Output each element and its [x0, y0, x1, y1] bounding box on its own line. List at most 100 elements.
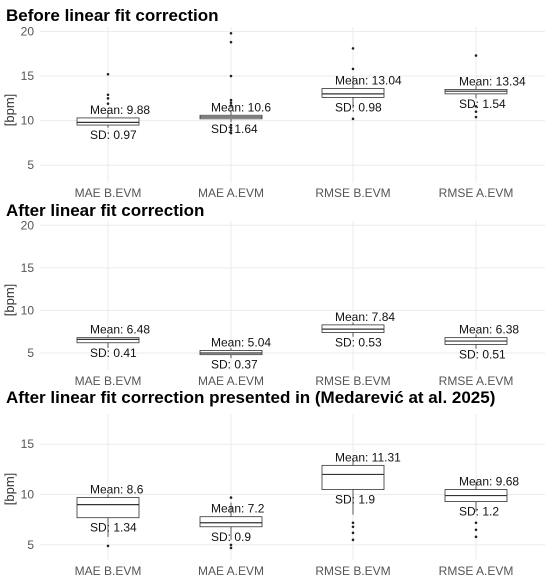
panel-title: After linear fit correction presented in… — [6, 388, 495, 407]
x-tick-label: MAE A.EVM — [198, 186, 264, 200]
panel-medarevic-correction: After linear fit correction presented in… — [2, 388, 545, 578]
outlier-point — [474, 521, 478, 525]
y-tick-label: 15 — [21, 69, 35, 83]
x-tick-label: RMSE B.EVM — [315, 374, 390, 388]
x-tick-label: RMSE A.EVM — [439, 374, 514, 388]
box-2: Mean: 10.6 SD: 1.64 — [199, 31, 271, 136]
x-tick-label: RMSE B.EVM — [315, 186, 390, 200]
y-tick-label: 10 — [21, 114, 35, 128]
sd-label: SD: 1.64 — [211, 122, 258, 136]
outlier-point — [106, 102, 110, 105]
panel-before-correction: Before linear fit correction [bpm] 5 10 15… — [2, 6, 545, 200]
x-tick-label: MAE A.EVM — [198, 564, 264, 578]
box-iqr — [76, 117, 140, 126]
mean-label: Mean: 8.6 — [90, 483, 144, 497]
box-1: Mean: 8.6 SD: 1.34 — [76, 483, 144, 548]
x-tick-label: RMSE B.EVM — [315, 564, 390, 578]
outlier-point — [229, 101, 233, 105]
box-1: Mean: 9.88 SD: 0.97 — [76, 72, 150, 142]
outlier-point — [229, 546, 233, 550]
sd-label: SD: 1.34 — [90, 521, 137, 535]
y-tick-label: 5 — [27, 346, 34, 360]
outlier-point — [474, 54, 478, 57]
outlier-point — [351, 521, 355, 525]
outlier-point — [229, 129, 233, 132]
sd-label: SD: 1.2 — [459, 505, 499, 519]
outlier-point — [229, 104, 233, 107]
outlier-point — [351, 538, 355, 542]
y-tick-label: 15 — [21, 437, 35, 451]
box-iqr — [76, 337, 140, 344]
panel-title: Before linear fit correction — [6, 6, 219, 25]
mean-label: Mean: 7.84 — [335, 310, 395, 324]
outlier-point — [229, 126, 233, 130]
sd-label: SD: 0.97 — [90, 128, 137, 142]
panel-after-correction: After linear fit correction [bpm] 5 10 15 2… — [2, 201, 545, 388]
box-3: Mean: 13.04 SD: 0.98 — [321, 47, 402, 121]
y-tick-label: 15 — [21, 261, 35, 275]
box-2: Mean: 7.2 SD: 0.9 — [199, 496, 265, 550]
y-tick-label: 10 — [21, 488, 35, 502]
outlier-point — [106, 97, 110, 100]
y-tick-label: 10 — [21, 303, 35, 317]
box-3: Mean: 11.31 SD: 1.9 — [321, 450, 401, 542]
sd-label: SD: 1.9 — [335, 493, 375, 507]
mean-label: Mean: 6.48 — [90, 323, 150, 337]
outlier-point — [229, 131, 233, 135]
y-tick-label: 20 — [21, 24, 35, 38]
outlier-point — [351, 525, 355, 529]
box-4: Mean: 6.38 SD: 0.51 — [444, 323, 519, 361]
mean-label: Mean: 9.88 — [90, 103, 150, 117]
mean-label: Mean: 7.2 — [211, 502, 265, 516]
mean-label: Mean: 10.6 — [211, 100, 271, 114]
sd-label: SD: 0.9 — [211, 530, 251, 544]
x-tick-label: MAE B.EVM — [75, 564, 142, 578]
y-axis-label: [bpm] — [2, 284, 17, 317]
mean-label: Mean: 13.04 — [335, 74, 402, 88]
mean-label: Mean: 13.34 — [459, 74, 526, 88]
outlier-point — [229, 40, 233, 44]
box-1: Mean: 6.48 SD: 0.41 — [76, 323, 150, 360]
outlier-point — [229, 123, 233, 127]
box-2: Mean: 5.04 SD: 0.37 — [199, 335, 271, 372]
outlier-point — [229, 543, 233, 547]
box-iqr — [321, 88, 385, 98]
outlier-point — [229, 496, 233, 499]
mean-label: Mean: 6.38 — [459, 323, 519, 337]
sd-label: SD: 0.41 — [90, 346, 137, 360]
outlier-point — [229, 98, 233, 102]
sd-label: SD: 0.51 — [459, 347, 506, 361]
box-4: Mean: 13.34 SD: 1.54 — [444, 54, 526, 119]
outlier-point — [106, 544, 110, 548]
panel-title: After linear fit correction — [6, 201, 204, 220]
sd-label: SD: 0.53 — [335, 336, 382, 350]
x-tick-label: MAE A.EVM — [198, 374, 264, 388]
y-tick-label: 5 — [27, 158, 34, 172]
outlier-point — [351, 67, 355, 71]
box-iqr — [76, 497, 140, 519]
box-iqr — [321, 464, 385, 490]
outlier-point — [474, 110, 478, 113]
y-axis-label: [bpm] — [2, 94, 17, 127]
outlier-point — [229, 74, 233, 78]
outlier-point — [474, 105, 478, 108]
y-tick-label: 5 — [27, 538, 34, 552]
outlier-point — [351, 47, 355, 50]
box-4: Mean: 9.68 SD: 1.2 — [444, 475, 519, 539]
outlier-point — [351, 531, 355, 535]
box-3: Mean: 7.84 SD: 0.53 — [321, 310, 395, 350]
outlier-point — [106, 72, 110, 76]
outlier-point — [474, 115, 478, 119]
box-iqr — [199, 516, 263, 528]
outlier-point — [474, 535, 478, 539]
mean-label: Mean: 5.04 — [211, 335, 271, 349]
x-tick-label: RMSE A.EVM — [439, 186, 514, 200]
y-tick-label: 20 — [21, 218, 35, 232]
mean-label: Mean: 11.31 — [335, 450, 401, 464]
x-tick-label: MAE B.EVM — [75, 374, 142, 388]
x-tick-label: RMSE A.EVM — [439, 564, 514, 578]
outlier-point — [229, 31, 233, 35]
outlier-point — [351, 117, 355, 121]
sd-label: SD: 0.98 — [335, 100, 382, 114]
